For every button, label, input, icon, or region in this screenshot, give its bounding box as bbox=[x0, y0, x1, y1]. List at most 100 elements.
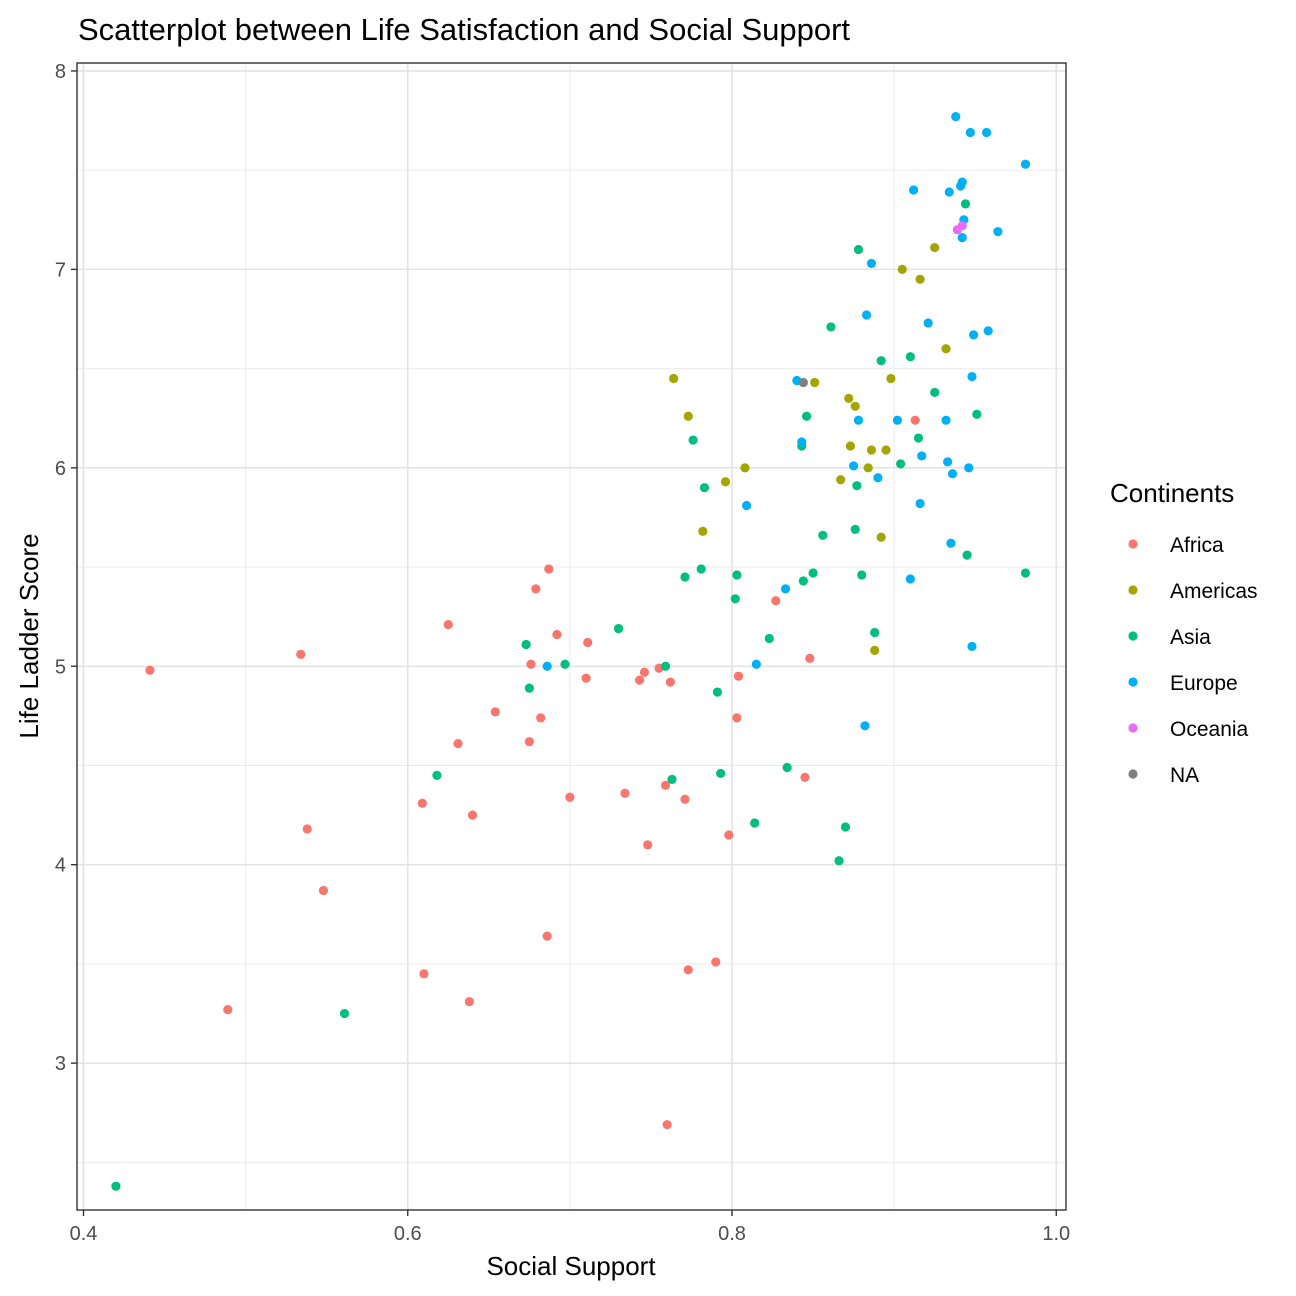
data-point bbox=[750, 818, 760, 828]
data-point bbox=[680, 794, 690, 804]
data-point bbox=[968, 330, 979, 340]
data-point bbox=[542, 661, 552, 671]
y-tick-label: 3 bbox=[55, 1053, 66, 1075]
y-tick-label: 4 bbox=[55, 855, 66, 877]
data-point bbox=[464, 997, 474, 1007]
data-point bbox=[951, 111, 961, 122]
data-point bbox=[696, 564, 706, 574]
data-point bbox=[699, 483, 710, 493]
y-axis-title: Life Ladder Score bbox=[14, 533, 44, 738]
data-point bbox=[613, 623, 624, 634]
legend-key bbox=[1128, 631, 1138, 641]
data-point bbox=[797, 437, 807, 447]
data-point bbox=[944, 187, 954, 197]
data-point bbox=[964, 463, 974, 473]
data-point bbox=[565, 792, 575, 802]
data-point bbox=[905, 352, 915, 362]
data-point bbox=[983, 326, 993, 336]
data-point bbox=[805, 653, 815, 663]
data-point bbox=[915, 274, 925, 284]
data-point bbox=[853, 244, 864, 255]
data-point bbox=[892, 415, 902, 425]
y-tick-label: 7 bbox=[55, 259, 66, 281]
data-point bbox=[771, 596, 781, 606]
data-point bbox=[339, 1008, 350, 1019]
data-point bbox=[917, 451, 927, 461]
data-point bbox=[1020, 159, 1031, 169]
data-point bbox=[782, 762, 792, 773]
data-point bbox=[915, 498, 925, 509]
data-point bbox=[870, 627, 880, 638]
data-point bbox=[840, 822, 851, 832]
legend-label: Americas bbox=[1170, 580, 1258, 603]
data-point bbox=[643, 840, 653, 850]
y-tick-label: 6 bbox=[55, 458, 66, 480]
data-point bbox=[881, 445, 891, 455]
data-point bbox=[852, 481, 862, 491]
data-point bbox=[972, 409, 982, 419]
data-point bbox=[896, 459, 906, 469]
data-point bbox=[967, 641, 977, 652]
data-point bbox=[712, 687, 723, 697]
data-point bbox=[521, 639, 531, 650]
data-point bbox=[223, 1004, 233, 1015]
data-point bbox=[897, 264, 907, 274]
data-point bbox=[957, 233, 967, 243]
data-point bbox=[993, 227, 1003, 237]
data-point bbox=[943, 457, 953, 467]
data-point bbox=[665, 677, 676, 687]
data-point bbox=[962, 550, 972, 560]
data-point bbox=[552, 629, 562, 640]
data-point bbox=[967, 371, 977, 382]
data-point bbox=[876, 356, 886, 366]
x-tick-label: 0.8 bbox=[718, 1223, 746, 1245]
y-axis-ticks: 3 4 5 6 7 8 bbox=[55, 61, 77, 1075]
data-point bbox=[780, 584, 791, 594]
data-point bbox=[923, 318, 933, 328]
legend-key bbox=[1128, 677, 1138, 687]
legend: Continents Africa Americas Asia Europe Ocean… bbox=[1110, 478, 1258, 787]
data-point bbox=[861, 310, 872, 320]
legend-label: Africa bbox=[1170, 534, 1224, 557]
data-point bbox=[957, 221, 967, 231]
data-point bbox=[660, 780, 671, 790]
x-axis-ticks: 0.4 0.6 0.8 1.0 bbox=[70, 1210, 1070, 1245]
data-point bbox=[634, 675, 645, 685]
data-point bbox=[941, 344, 951, 354]
data-point bbox=[947, 469, 958, 479]
data-point bbox=[981, 127, 992, 138]
y-tick-label: 8 bbox=[55, 61, 66, 83]
data-point bbox=[910, 415, 920, 425]
data-point bbox=[620, 788, 630, 798]
data-point bbox=[965, 127, 975, 138]
data-point bbox=[318, 885, 329, 896]
data-point bbox=[531, 584, 541, 594]
legend-label: Europe bbox=[1170, 672, 1238, 695]
data-point bbox=[145, 665, 155, 675]
data-point bbox=[698, 526, 708, 536]
data-point bbox=[826, 322, 836, 332]
data-point bbox=[720, 477, 731, 487]
data-point bbox=[296, 649, 306, 659]
data-point bbox=[662, 1120, 672, 1130]
legend-label: Asia bbox=[1170, 626, 1211, 649]
data-point bbox=[536, 713, 546, 723]
data-point bbox=[583, 637, 593, 648]
data-point bbox=[1020, 568, 1031, 578]
data-point bbox=[751, 659, 761, 669]
x-tick-label: 1.0 bbox=[1042, 1223, 1070, 1245]
data-point bbox=[680, 572, 690, 582]
data-point bbox=[443, 619, 453, 630]
plot-border bbox=[76, 62, 1067, 1211]
data-point bbox=[526, 659, 536, 669]
data-point bbox=[733, 671, 744, 681]
data-point bbox=[957, 177, 967, 187]
data-point bbox=[667, 774, 677, 784]
data-point bbox=[946, 538, 956, 548]
data-point bbox=[724, 830, 734, 840]
data-point bbox=[560, 659, 570, 669]
data-point bbox=[844, 393, 854, 403]
data-point bbox=[669, 373, 679, 384]
data-point bbox=[688, 435, 698, 445]
data-point bbox=[639, 667, 650, 677]
